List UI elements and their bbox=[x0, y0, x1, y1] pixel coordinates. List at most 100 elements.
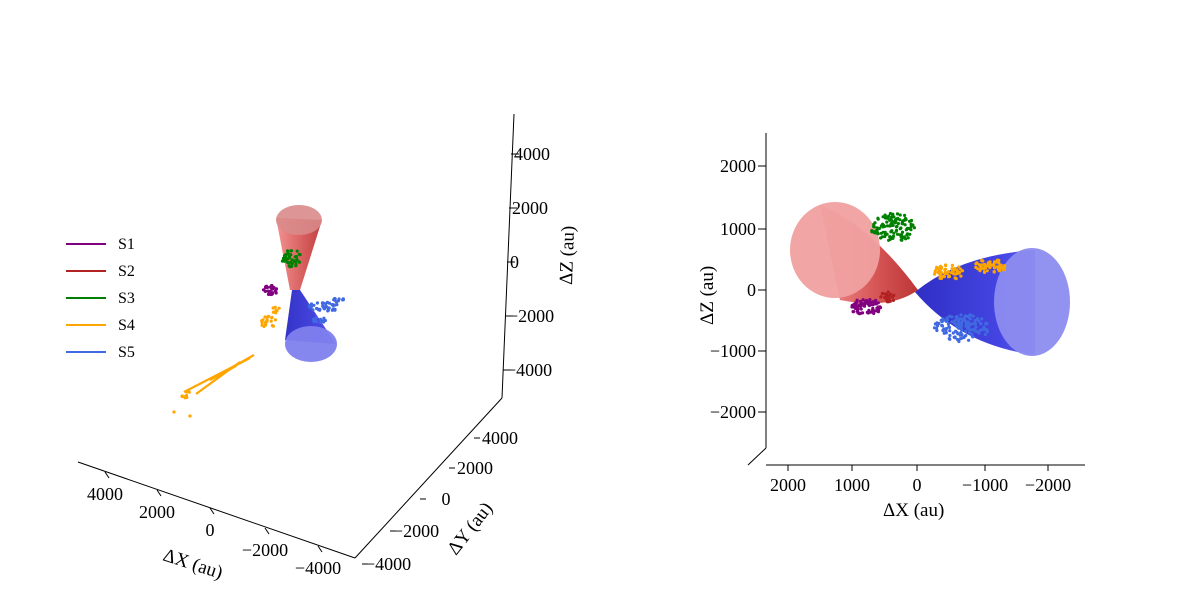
point-S5 bbox=[982, 325, 986, 329]
point-S5 bbox=[985, 322, 989, 326]
point-S1 bbox=[269, 285, 273, 289]
point-S4 bbox=[988, 266, 992, 270]
x-tick-mark bbox=[209, 507, 215, 515]
y-tick-label: 0 bbox=[442, 489, 451, 509]
point-S5 bbox=[960, 320, 964, 324]
point-S4 bbox=[939, 270, 944, 275]
point-S4 bbox=[978, 269, 982, 273]
x-tick-label-right: −1000 bbox=[962, 475, 1008, 495]
point-S5 bbox=[333, 297, 337, 301]
point-S4 bbox=[997, 269, 1002, 273]
point-S4 bbox=[264, 320, 268, 324]
point-S3 bbox=[877, 226, 881, 231]
x-tick-mark bbox=[104, 471, 110, 479]
point-S3 bbox=[295, 258, 299, 262]
point-S5 bbox=[973, 318, 977, 322]
y-axis-line bbox=[354, 397, 503, 559]
point-S4 bbox=[260, 323, 264, 327]
point-S5 bbox=[958, 317, 962, 321]
point-S5 bbox=[936, 324, 940, 328]
point-S1 bbox=[874, 309, 878, 313]
point-S5 bbox=[935, 328, 939, 333]
point-S3 bbox=[891, 234, 896, 238]
point-S4 bbox=[1001, 268, 1006, 272]
x-tick-mark bbox=[156, 489, 162, 497]
point-S3 bbox=[892, 215, 896, 219]
point-S5 bbox=[950, 315, 954, 319]
point-S4 bbox=[273, 305, 277, 309]
point-S5 bbox=[330, 303, 334, 307]
point-S4 bbox=[933, 272, 937, 276]
point-streak-S4 bbox=[223, 354, 255, 373]
point-S3 bbox=[895, 224, 899, 228]
point-S3 bbox=[906, 236, 910, 240]
point-S4 bbox=[950, 268, 955, 273]
point-S3 bbox=[904, 217, 908, 222]
point-S3 bbox=[283, 258, 287, 262]
cone-S2-red bbox=[276, 205, 322, 290]
point-S3 bbox=[885, 224, 890, 228]
point-S3 bbox=[880, 235, 884, 239]
point-S3 bbox=[900, 221, 904, 226]
legend-label-S4: S4 bbox=[118, 317, 135, 334]
x-tick-label: −2000 bbox=[242, 540, 288, 560]
point-S3 bbox=[289, 249, 293, 253]
point-S5 bbox=[964, 321, 968, 325]
point-S4 bbox=[273, 318, 277, 322]
point-S5 bbox=[980, 317, 984, 321]
point-S3 bbox=[888, 235, 892, 239]
point-S4 bbox=[979, 265, 983, 269]
panel-projection: 2000 1000 0 −1000 −2000 2000 1000 0 −1000 −2000 bbox=[710, 133, 1085, 495]
point-S3 bbox=[875, 231, 880, 235]
point-S5 bbox=[958, 332, 962, 336]
point-S1 bbox=[874, 298, 878, 303]
point-S5 bbox=[979, 322, 983, 326]
point-S1 bbox=[265, 285, 270, 289]
point-S3 bbox=[888, 218, 892, 222]
x-tick-label-right: 0 bbox=[913, 475, 922, 495]
point-S2 bbox=[879, 295, 883, 299]
point-S5 bbox=[308, 305, 312, 309]
point-S3 bbox=[905, 232, 910, 236]
point-S5 bbox=[319, 320, 323, 325]
x-tick-label: 4000 bbox=[87, 484, 123, 504]
point-S3 bbox=[295, 249, 299, 253]
point-S5 bbox=[957, 319, 961, 323]
cone-S2-red-projection bbox=[790, 202, 918, 304]
point-S1 bbox=[877, 308, 881, 312]
point-S1 bbox=[859, 307, 863, 311]
point-S3 bbox=[905, 226, 910, 230]
point-S1 bbox=[858, 304, 863, 308]
point-S5 bbox=[957, 339, 961, 344]
point-S5 bbox=[947, 325, 952, 330]
point-S3 bbox=[290, 261, 294, 266]
y-tick-label: −4000 bbox=[365, 554, 411, 574]
point-S5 bbox=[972, 327, 976, 331]
point-S5 bbox=[341, 298, 345, 302]
point-S4 bbox=[260, 320, 264, 325]
point-S3 bbox=[895, 228, 899, 232]
point-S1 bbox=[270, 291, 274, 295]
point-S1 bbox=[272, 286, 276, 290]
point-S5 bbox=[933, 322, 938, 326]
point-S5 bbox=[953, 336, 957, 340]
point-S3 bbox=[872, 225, 876, 229]
point-S1 bbox=[852, 310, 856, 314]
point-S4 bbox=[959, 274, 963, 278]
point-S1 bbox=[878, 306, 883, 310]
point-S3 bbox=[892, 231, 896, 235]
point-S4 bbox=[936, 266, 941, 270]
point-S4 bbox=[982, 266, 986, 270]
point-S4 bbox=[172, 410, 176, 414]
point-S4 bbox=[277, 306, 281, 310]
point-S4 bbox=[986, 263, 990, 268]
point-S5 bbox=[978, 328, 982, 332]
point-S5 bbox=[948, 333, 952, 338]
point-S5 bbox=[960, 336, 964, 340]
point-S5 bbox=[314, 316, 318, 320]
point-S4 bbox=[939, 274, 944, 278]
cone-S5-blue bbox=[285, 290, 337, 362]
point-S5 bbox=[311, 308, 315, 312]
y-tick-label: −2000 bbox=[393, 521, 439, 541]
z-tick-label: −4000 bbox=[506, 360, 552, 380]
